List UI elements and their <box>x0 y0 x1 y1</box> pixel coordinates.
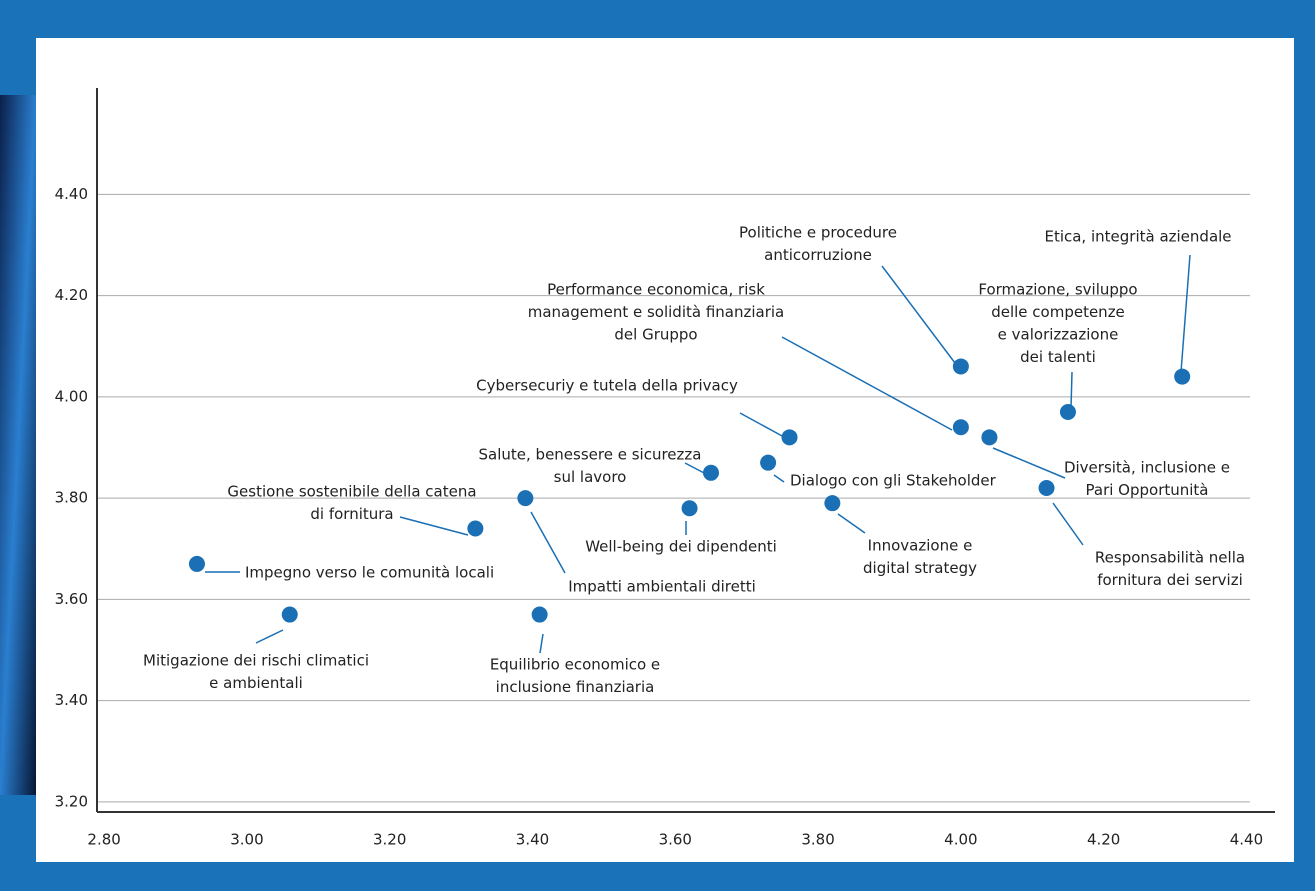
point-label: del Gruppo <box>614 326 697 344</box>
leader-line <box>1180 254 1191 373</box>
point-label: Cybersecuriy e tutela della privacy <box>476 377 738 395</box>
point <box>760 454 777 471</box>
point-label: Well-being dei dipendenti <box>585 538 777 556</box>
point <box>517 490 534 507</box>
point-label: Formazione, sviluppo <box>978 281 1137 299</box>
point-label: Salute, benessere e sicurezza <box>479 446 702 464</box>
point <box>1059 404 1076 421</box>
point-label: Gestione sostenibile della catena <box>227 483 476 501</box>
point-label: Diversità, inclusione e <box>1064 459 1230 477</box>
point-label: e ambientali <box>209 674 303 692</box>
point <box>681 500 698 517</box>
y-tick-label: 3.20 <box>55 792 88 810</box>
point-label: e valorizzazione <box>998 326 1119 344</box>
point-label: dei talenti <box>1020 348 1096 366</box>
point-label: management e solidità finanziaria <box>528 303 785 321</box>
leader-line <box>881 265 956 364</box>
point-label: Equilibrio economico e <box>490 656 660 674</box>
point-label: Mitigazione dei rischi climatici <box>143 652 369 670</box>
y-tick-label: 4.00 <box>55 387 88 405</box>
point-label: Performance economica, risk <box>547 281 765 299</box>
y-tick-label: 4.40 <box>55 185 88 203</box>
leader-line <box>781 336 953 431</box>
leader-line <box>1052 502 1084 546</box>
y-tick-label: 3.40 <box>55 691 88 709</box>
point-label: inclusione finanziaria <box>496 678 655 696</box>
leader-line <box>539 633 544 654</box>
point <box>281 606 298 623</box>
y-tick-label: 3.80 <box>55 489 88 507</box>
leader-line <box>837 513 866 534</box>
point <box>702 464 719 481</box>
point <box>952 419 969 436</box>
point-label: Pari Opportunità <box>1086 481 1209 499</box>
point-label: Impegno verso le comunità locali <box>245 564 494 582</box>
leader-line <box>399 516 469 536</box>
x-tick-label: 3.20 <box>373 831 406 849</box>
point <box>981 429 998 446</box>
x-tick-label: 4.20 <box>1087 831 1120 849</box>
point-label: Dialogo con gli Stakeholder <box>790 472 997 490</box>
x-tick-label: 3.40 <box>516 831 549 849</box>
point <box>781 429 798 446</box>
point-label: Politiche e procedure <box>739 224 897 242</box>
point <box>188 555 205 572</box>
x-tick-label: 3.00 <box>230 831 263 849</box>
point <box>467 520 484 537</box>
x-tick-label: 2.80 <box>87 831 120 849</box>
point <box>952 358 969 375</box>
point <box>531 606 548 623</box>
x-tick-label: 4.00 <box>944 831 977 849</box>
y-tick-label: 3.60 <box>55 590 88 608</box>
point-label: anticorruzione <box>764 246 872 264</box>
point-label: delle competenze <box>991 303 1125 321</box>
leader-line <box>773 474 785 483</box>
leader-line <box>992 447 1066 479</box>
x-tick-label: 3.80 <box>801 831 834 849</box>
x-tick-label: 3.60 <box>659 831 692 849</box>
panel <box>36 38 1294 862</box>
leader-line <box>255 629 284 644</box>
point-label: sul lavoro <box>554 468 627 486</box>
point <box>1038 479 1055 496</box>
point-label: Impatti ambientali diretti <box>568 578 756 596</box>
point-label: Innovazione e <box>868 537 973 555</box>
leader-line <box>1070 371 1073 409</box>
background-image <box>0 95 36 795</box>
point-label: Responsabilità nella <box>1095 549 1245 567</box>
point-label: fornitura dei servizi <box>1097 571 1243 589</box>
leader-line <box>739 412 785 438</box>
leader-line <box>684 462 707 475</box>
point-label: di fornitura <box>310 505 393 523</box>
point <box>1174 368 1191 385</box>
y-tick-label: 4.20 <box>55 286 88 304</box>
x-tick-label: 4.40 <box>1230 831 1263 849</box>
point <box>824 495 841 512</box>
point-label: digital strategy <box>863 559 977 577</box>
point-label: Etica, integrità aziendale <box>1044 228 1231 246</box>
leader-line <box>530 511 566 574</box>
